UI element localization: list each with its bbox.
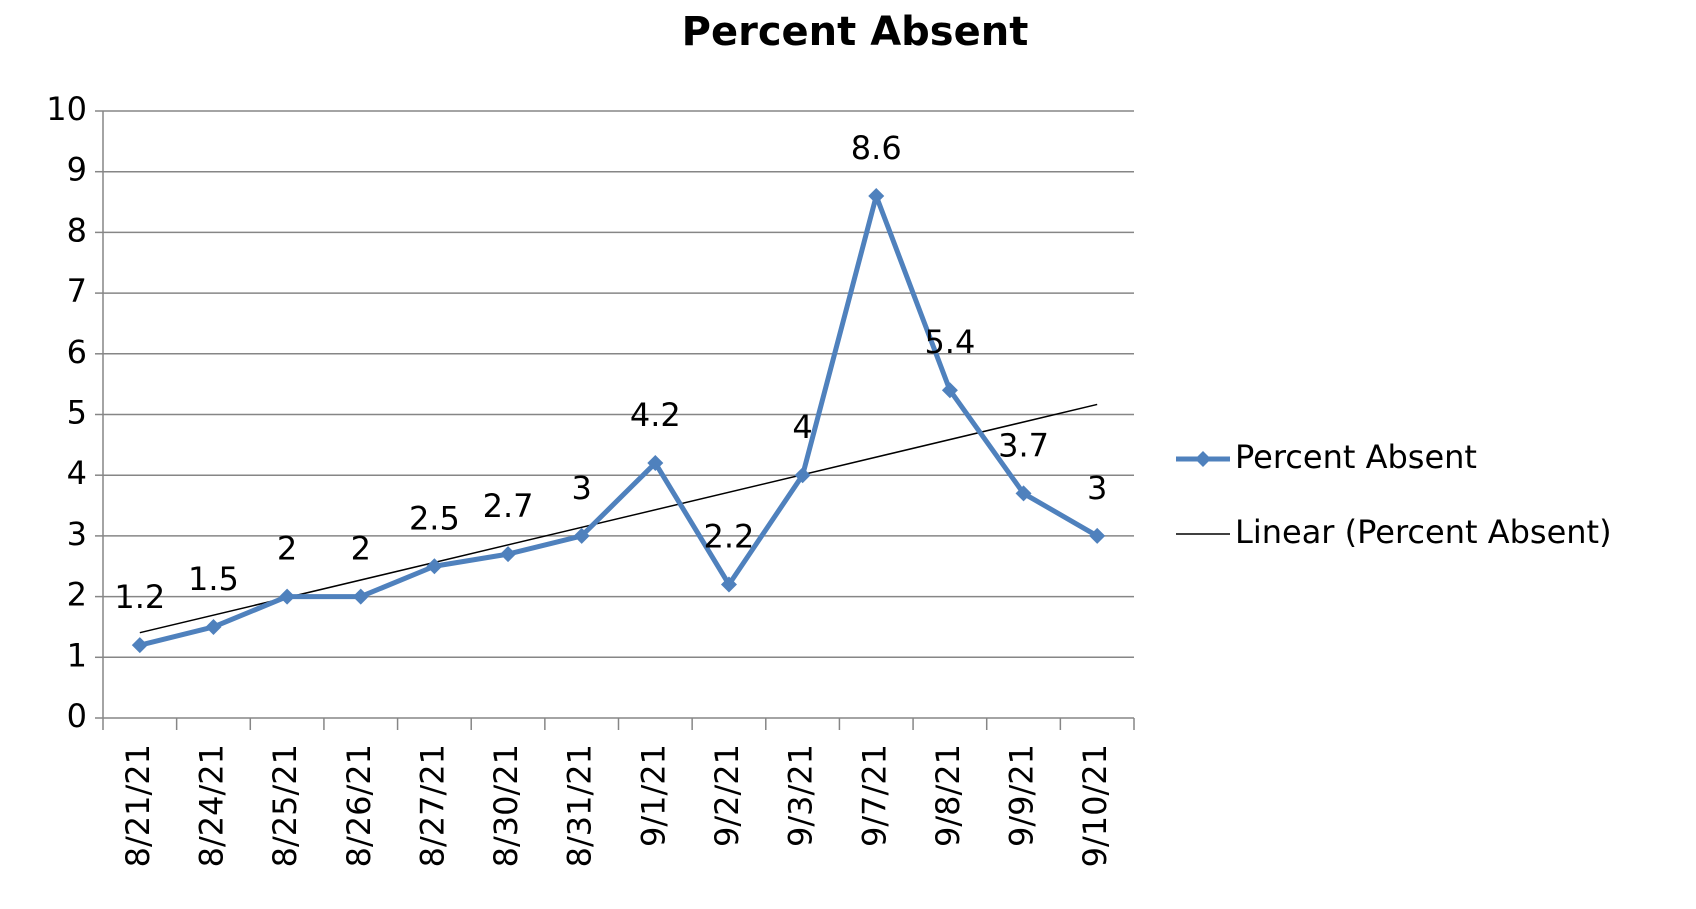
point-marker [720, 576, 737, 593]
point-marker [941, 382, 958, 399]
x-tick-label: 9/8/21 [929, 744, 967, 847]
legend-marker [1195, 451, 1211, 467]
data-label: 2.7 [483, 487, 534, 525]
y-tick-label: 7 [67, 272, 87, 310]
y-tick-label: 8 [67, 211, 87, 249]
x-tick-label: 8/21/21 [119, 744, 157, 867]
point-marker [573, 527, 590, 544]
data-label: 1.2 [114, 578, 165, 616]
point-marker [1089, 527, 1106, 544]
point-marker [500, 546, 517, 563]
data-label: 2 [351, 530, 371, 568]
x-tick-label: 9/10/21 [1076, 744, 1114, 867]
x-tick-label: 9/3/21 [782, 744, 820, 847]
data-label: 3 [571, 469, 591, 507]
y-tick-label: 9 [67, 151, 87, 189]
x-tick-label: 8/25/21 [266, 744, 304, 867]
series-line [139, 193, 1099, 648]
chart-title: Percent Absent [682, 9, 1029, 55]
point-marker [868, 187, 885, 204]
x-tick-label: 9/2/21 [708, 744, 746, 847]
x-tick-label: 8/31/21 [561, 744, 599, 867]
x-tick-label: 8/27/21 [413, 744, 451, 867]
x-tick-label: 8/24/21 [192, 744, 230, 867]
data-label: 2 [277, 530, 297, 568]
x-tick-label: 9/9/21 [1003, 744, 1041, 847]
data-label: 4.2 [630, 396, 681, 434]
data-label: 2.2 [704, 517, 755, 555]
y-tick-label: 1 [67, 636, 87, 674]
data-label: 3 [1087, 469, 1107, 507]
point-marker [1015, 485, 1032, 502]
point-marker [794, 467, 811, 484]
point-marker [279, 588, 296, 605]
data-label: 8.6 [851, 129, 902, 167]
data-label: 2.5 [409, 499, 460, 537]
point-marker [647, 455, 664, 472]
point-marker [205, 618, 222, 635]
y-tick-label: 3 [67, 515, 87, 553]
x-tick-label: 8/26/21 [340, 744, 378, 867]
legend-label: Percent Absent [1235, 438, 1477, 476]
legend-label: Linear (Percent Absent) [1235, 513, 1612, 551]
data-label: 4 [792, 408, 812, 446]
y-tick-label: 4 [67, 454, 87, 492]
x-tick-label: 9/7/21 [855, 744, 893, 847]
point-marker [426, 558, 443, 575]
data-label: 5.4 [924, 323, 975, 361]
point-marker [352, 588, 369, 605]
y-tick-label: 2 [67, 576, 87, 614]
y-tick-label: 0 [67, 697, 87, 735]
y-tick-label: 6 [67, 333, 87, 371]
data-label: 1.5 [188, 560, 239, 598]
data-label: 3.7 [998, 426, 1049, 464]
point-marker [131, 637, 148, 654]
x-tick-label: 8/30/21 [487, 744, 525, 867]
y-tick-label: 10 [46, 90, 87, 128]
x-tick-label: 9/1/21 [634, 744, 672, 847]
y-tick-label: 5 [67, 394, 87, 432]
